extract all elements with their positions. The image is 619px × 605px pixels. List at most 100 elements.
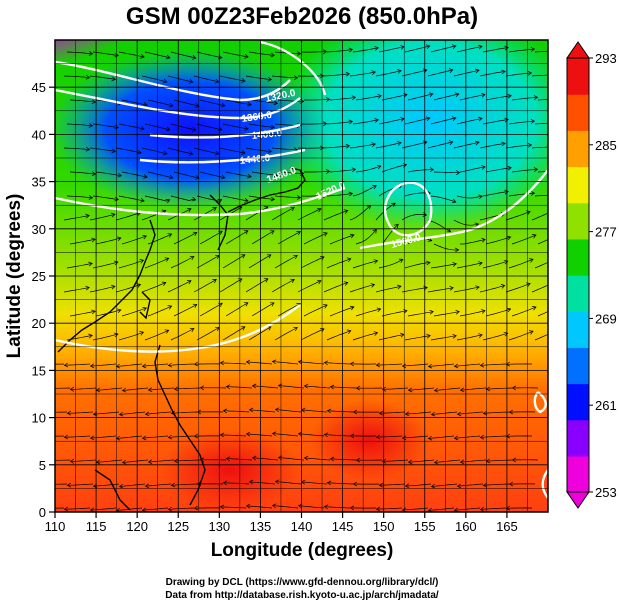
streamline: [196, 255, 220, 269]
streamline-arrowhead: [326, 408, 332, 414]
streamline-arrowhead: [372, 228, 377, 234]
streamline-arrowhead: [322, 49, 328, 55]
streamline-arrowhead: [247, 173, 252, 179]
streamline-arrowhead: [378, 482, 384, 488]
streamline-arrowhead: [352, 409, 358, 415]
streamline-arrowhead: [303, 383, 309, 389]
colorbar: 293 285 277 269 261 253: [566, 41, 617, 509]
streamline: [92, 51, 119, 56]
streamline-arrowhead: [504, 189, 509, 195]
streamline-arrowhead: [167, 233, 173, 238]
streamline-arrowhead: [142, 306, 147, 312]
streamline: [404, 45, 430, 53]
streamline-arrowhead: [267, 76, 272, 82]
streamline-arrowhead: [225, 384, 231, 390]
streamline-arrowhead: [449, 285, 454, 291]
streamline-arrowhead: [320, 256, 325, 261]
streamline-arrowhead: [162, 150, 168, 156]
streamline: [170, 195, 196, 201]
streamline: [199, 171, 225, 179]
x-axis-title: Longitude (degrees): [211, 540, 394, 561]
streamline-arrowhead: [271, 359, 277, 365]
streamline-arrowhead: [451, 116, 457, 121]
streamline-arrowhead: [140, 54, 145, 59]
streamline: [456, 334, 483, 341]
streamline: [534, 261, 548, 269]
streamline: [323, 282, 348, 293]
streamline: [277, 231, 301, 245]
streamline: [170, 256, 195, 269]
streamline-arrowhead: [118, 411, 124, 417]
streamline-arrowhead: [189, 327, 195, 333]
streamline-arrowhead: [293, 254, 298, 260]
streamline: [508, 258, 534, 269]
streamline-arrowhead: [320, 328, 325, 333]
streamline: [459, 94, 486, 101]
streamline: [404, 335, 431, 341]
x-tick-label: 125: [167, 519, 189, 534]
streamline-arrowhead: [219, 504, 225, 510]
streamline-arrowhead: [323, 504, 329, 510]
streamline: [355, 308, 381, 317]
colorbar-segment: [567, 130, 589, 168]
streamline-arrowhead: [248, 479, 254, 485]
streamline: [430, 335, 457, 341]
colorbar-tick-label: 277: [595, 225, 617, 240]
streamline: [63, 215, 90, 221]
y-tick-label: 0: [39, 505, 46, 520]
streamline: [329, 234, 355, 245]
streamline-arrowhead: [271, 503, 277, 509]
streamline-arrowhead: [351, 167, 357, 173]
streamline-arrowhead: [267, 148, 272, 154]
streamline: [271, 147, 298, 151]
streamline: [275, 409, 302, 413]
streamline-arrowhead: [530, 119, 536, 124]
streamline-arrowhead: [142, 234, 147, 240]
streamline: [92, 333, 118, 341]
streamline: [147, 305, 172, 317]
streamline: [407, 93, 433, 101]
streamline: [248, 123, 275, 128]
streamline: [64, 363, 91, 366]
streamline: [508, 48, 535, 53]
streamline: [196, 195, 222, 202]
streamline-arrowhead: [422, 212, 428, 217]
streamline-arrowhead: [167, 362, 173, 368]
streamline: [70, 459, 97, 462]
streamline-arrowhead: [91, 237, 96, 243]
streamline-arrowhead: [349, 361, 355, 367]
streamline: [170, 328, 195, 341]
streamline-arrowhead: [325, 97, 331, 102]
colorbar-tick-label: 285: [595, 138, 617, 153]
colorbar-segment: [567, 455, 589, 493]
streamline: [167, 280, 192, 293]
streamline: [479, 71, 506, 77]
streamline-arrowhead: [501, 69, 506, 75]
streamline: [428, 363, 455, 367]
streamline: [486, 387, 513, 390]
streamline: [505, 144, 532, 149]
streamline: [277, 303, 301, 317]
streamline-arrowhead: [376, 164, 382, 170]
streamline-arrowhead: [66, 482, 72, 488]
streamline: [401, 213, 427, 221]
streamline-arrowhead: [214, 78, 220, 84]
colorbar-tick-label: 293: [595, 51, 617, 66]
x-tick-label: 165: [496, 519, 518, 534]
streamline: [226, 386, 253, 389]
streamline-arrowhead: [352, 481, 358, 487]
streamline: [220, 506, 247, 509]
streamline: [64, 435, 91, 438]
streamline-arrowhead: [69, 458, 75, 464]
streamline: [459, 310, 486, 317]
streamline: [89, 213, 115, 221]
streamline-arrowhead: [452, 333, 457, 339]
streamline: [199, 230, 223, 245]
streamline: [122, 387, 149, 391]
streamline-arrowhead: [479, 362, 485, 368]
lat-lon-grid: [55, 40, 548, 512]
streamline-arrowhead: [240, 326, 246, 331]
streamline-arrowhead: [407, 459, 413, 465]
streamline-arrowhead: [212, 207, 217, 212]
colorbar-frame: [566, 57, 590, 493]
